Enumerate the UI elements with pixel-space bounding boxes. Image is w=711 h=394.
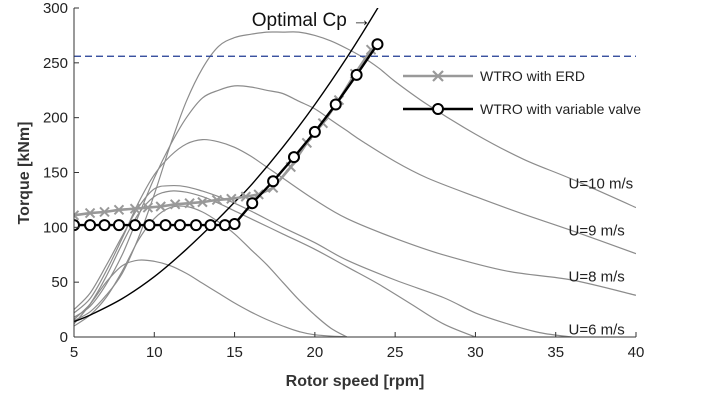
annotation-text: Optimal Cp (252, 10, 352, 31)
series-point-o (112, 219, 125, 232)
wind-curve-2 (74, 85, 636, 318)
wind-speed-label: U=8 m/s (569, 269, 625, 286)
wind-speed-labels: U=10 m/s U=9 m/s U=8 m/s U=6 m/s (569, 175, 634, 338)
series-point-x (253, 189, 264, 200)
optimal-cp-line (74, 8, 379, 323)
series-point-x (155, 201, 166, 212)
legend-marker-o (432, 103, 444, 115)
series-point-o (143, 219, 156, 232)
ticks: 5 10 15 20 25 30 35 40 0 50 100 150 200 250 300 (43, 0, 644, 361)
series-point-o (371, 38, 384, 51)
optimal-cp-curve (74, 8, 379, 323)
series-point-x (113, 204, 125, 215)
axes (73, 8, 636, 338)
series-layer (74, 38, 384, 232)
y-tick-label: 100 (43, 219, 68, 236)
wind-speed-label: U=6 m/s (569, 321, 625, 338)
series-point-o (218, 219, 231, 232)
series-line-1 (74, 48, 373, 217)
series-point-x (99, 206, 110, 218)
series-point-o (287, 151, 300, 164)
series-point-o (98, 219, 111, 232)
x-tick-label: 30 (467, 344, 484, 361)
legend-entry-1: WTRO with ERD (403, 68, 585, 84)
series-point-x (211, 194, 223, 206)
x-tick-label: 35 (547, 344, 564, 361)
legend-entry-2: WTRO with variable valve (403, 101, 641, 117)
y-tick-label: 300 (43, 0, 68, 17)
y-tick-label: 50 (51, 274, 68, 291)
series-point-x (129, 203, 141, 214)
annotation-layer: Optimal Cp → (252, 10, 371, 31)
legend-label: WTRO with ERD (480, 68, 585, 84)
y-tick-label: 200 (43, 110, 68, 127)
optimal-cp-annotation: Optimal Cp → (252, 10, 371, 31)
series-point-x (74, 210, 80, 221)
x-tick-label: 15 (226, 344, 243, 361)
y-tick-label: 0 (60, 329, 68, 346)
series-point-o (84, 219, 97, 232)
series-point-o (204, 219, 217, 232)
right-arrow-icon: → (352, 10, 371, 31)
legend-label: WTRO with variable valve (480, 101, 641, 117)
wind-speed-label: U=10 m/s (569, 175, 634, 192)
x-tick-label: 20 (307, 344, 324, 361)
legend-marker-x (432, 70, 444, 82)
wind-curve-7 (74, 259, 348, 337)
y-tick-label: 250 (43, 55, 68, 72)
series-point-o (267, 175, 280, 188)
series-point-x (226, 193, 237, 205)
wind-curve-5 (74, 190, 476, 337)
wind-curve-6 (74, 205, 348, 337)
x-axis-title: Rotor speed [rpm] (286, 373, 425, 390)
series-point-o (159, 219, 172, 232)
series-point-o (350, 68, 363, 81)
wind-curve-1 (74, 31, 636, 322)
series-point-x (142, 202, 154, 213)
series-point-o (190, 219, 203, 232)
series-point-o (329, 98, 342, 111)
legend: WTRO with ERD WTRO with variable valve (403, 68, 641, 117)
y-tick-label: 150 (43, 165, 68, 182)
series-point-o (228, 218, 241, 231)
series-point-x (197, 196, 208, 208)
series-point-x (184, 197, 195, 209)
x-tick-label: 25 (387, 344, 404, 361)
series-point-o (173, 219, 186, 232)
wind-speed-label: U=9 m/s (569, 223, 625, 240)
series-point-x (84, 207, 96, 219)
series-point-o (246, 197, 259, 210)
series-point-o (129, 219, 142, 232)
x-tick-label: 5 (70, 344, 78, 361)
series-point-o (308, 125, 321, 138)
x-tick-label: 10 (146, 344, 163, 361)
x-tick-label: 40 (628, 344, 645, 361)
series-point-x (169, 199, 181, 210)
y-axis-title: Torque [kNm] (16, 122, 33, 225)
